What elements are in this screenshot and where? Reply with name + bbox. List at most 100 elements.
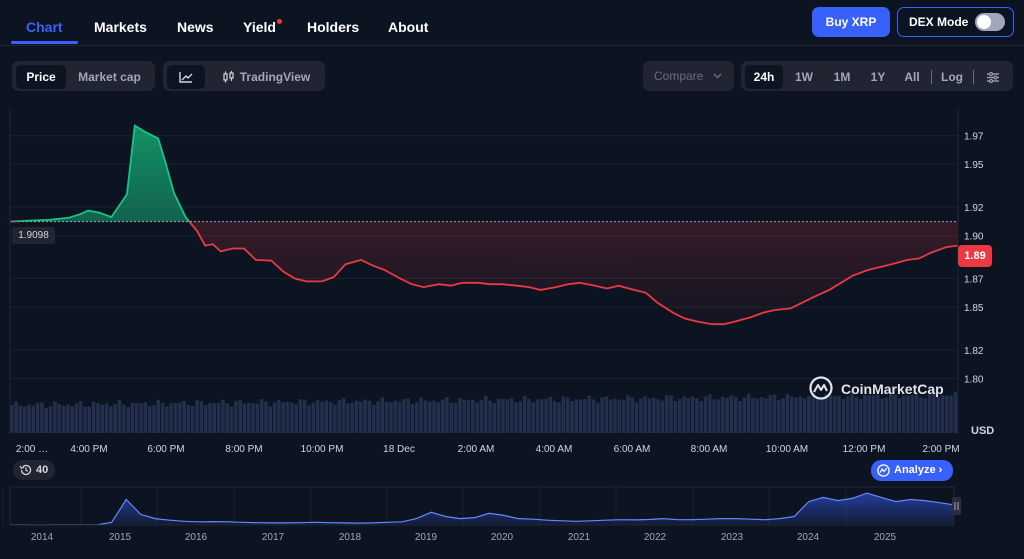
- volume-bar: [884, 397, 889, 433]
- volume-bar: [940, 395, 945, 433]
- volume-bar: [527, 398, 531, 433]
- volume-bar: [893, 394, 897, 433]
- volume-bar: [557, 402, 561, 433]
- volume-bar: [70, 406, 74, 433]
- volume-bar: [604, 396, 609, 433]
- dex-mode-toggle[interactable]: DEX Mode: [897, 7, 1014, 37]
- volume-bar: [406, 398, 410, 433]
- tab-holders[interactable]: Holders: [307, 19, 360, 35]
- volume-bar: [100, 404, 104, 433]
- tab-yield[interactable]: Yield: [243, 19, 276, 35]
- volume-bar: [268, 406, 273, 433]
- volume-bar: [746, 393, 751, 433]
- x-tick-label: 8:00 PM: [225, 444, 262, 455]
- volume-bar: [40, 402, 44, 433]
- history-button[interactable]: 40: [13, 460, 55, 480]
- volume-bar: [755, 398, 759, 433]
- tradingview-button[interactable]: TradingView: [213, 65, 319, 89]
- volume-bar: [208, 403, 212, 433]
- volume-bar: [415, 402, 419, 433]
- volume-bar: [436, 402, 441, 433]
- volume-bar: [14, 401, 18, 433]
- volume-bar: [785, 393, 790, 433]
- last-price-badge: 1.89: [958, 245, 992, 267]
- volume-bar: [238, 400, 242, 433]
- volume-bar: [690, 396, 695, 433]
- volume-bar: [673, 401, 678, 433]
- volume-bar: [600, 397, 604, 433]
- chart-settings-button[interactable]: [979, 65, 1007, 89]
- line-chart-button[interactable]: [167, 65, 205, 89]
- volume-bar: [221, 399, 225, 433]
- volume-bar: [596, 402, 600, 433]
- volume-bar: [18, 405, 23, 433]
- active-tab-indicator: [11, 41, 78, 44]
- volume-bar: [311, 402, 316, 433]
- range-1w[interactable]: 1W: [795, 70, 813, 84]
- volume-bar: [540, 399, 544, 433]
- divider: [973, 70, 974, 84]
- volume-bar: [350, 403, 354, 433]
- volume-bar: [617, 399, 622, 433]
- navigator-handle[interactable]: [952, 497, 961, 515]
- volume-bar: [31, 405, 36, 433]
- range-24h[interactable]: 24h: [745, 65, 783, 89]
- volume-bars: [10, 391, 958, 433]
- volume-bar: [74, 403, 79, 433]
- volume-bar: [531, 402, 535, 433]
- volume-bar: [945, 395, 949, 433]
- divider: [931, 70, 932, 84]
- log-scale-button[interactable]: Log: [941, 70, 963, 84]
- volume-bar: [104, 403, 109, 433]
- volume-bar: [315, 400, 320, 433]
- volume-bar: [751, 397, 755, 433]
- volume-bar: [333, 404, 337, 433]
- y-axis-labels: 1.97 1.95 1.92 1.90 1.87 1.85 1.82 1.80: [964, 132, 984, 386]
- price-chart[interactable]: 1.97 1.95 1.92 1.90 1.87 1.85 1.82 1.80 2:00 … 4…: [0, 100, 1024, 460]
- volume-bar: [303, 399, 307, 433]
- volume-bar: [505, 399, 510, 433]
- range-1y[interactable]: 1Y: [870, 70, 886, 84]
- volume-bar: [789, 396, 794, 433]
- volume-bar: [247, 402, 251, 433]
- volume-bar: [729, 395, 734, 433]
- tab-markets[interactable]: Markets: [94, 19, 147, 35]
- x-tick-label: 2:00 PM: [922, 444, 959, 455]
- volume-bar: [130, 402, 135, 433]
- volume-bar: [867, 395, 872, 433]
- volume-bar: [733, 396, 738, 433]
- market-cap-tab[interactable]: Market cap: [78, 70, 141, 84]
- volume-bar: [509, 398, 514, 433]
- tab-news[interactable]: News: [177, 19, 214, 35]
- x-tick-label: 4:00 PM: [70, 444, 107, 455]
- x-tick-label: 2:00 …: [16, 444, 48, 455]
- compare-dropdown[interactable]: Compare: [643, 61, 734, 91]
- x-tick-label: 4:00 AM: [536, 444, 573, 455]
- tab-about[interactable]: About: [388, 19, 429, 35]
- price-tab[interactable]: Price: [16, 65, 66, 89]
- tab-chart[interactable]: Chart: [26, 19, 63, 35]
- volume-bar: [134, 402, 139, 433]
- x-tick-label: 12:00 PM: [843, 444, 886, 455]
- y-tick-label: 1.82: [964, 346, 984, 357]
- year-label: 2025: [874, 532, 897, 543]
- volume-bar: [725, 397, 729, 433]
- buy-button[interactable]: Buy XRP: [812, 7, 890, 37]
- volume-bar: [578, 399, 583, 433]
- watermark-text: CoinMarketCap: [841, 381, 944, 397]
- price-line-up: [9, 124, 191, 222]
- volume-bar: [117, 399, 122, 433]
- range-all[interactable]: All: [904, 70, 920, 84]
- top-nav: Chart Markets News Yield Holders About B…: [0, 0, 1024, 46]
- analyze-button[interactable]: Analyze ›: [871, 460, 953, 481]
- overview-navigator[interactable]: 2014 2015 2016 2017 2018 2019 2020 2021 2022 2023…: [0, 483, 1024, 553]
- volume-bar: [794, 397, 798, 433]
- toggle-switch[interactable]: [975, 13, 1005, 31]
- range-1m[interactable]: 1M: [833, 70, 851, 84]
- x-tick-label: 8:00 AM: [691, 444, 728, 455]
- price-area-down: [189, 221, 958, 325]
- volume-bar: [552, 401, 557, 433]
- volume-bar: [462, 399, 466, 433]
- volume-bar: [182, 400, 186, 433]
- volume-bar: [471, 399, 475, 433]
